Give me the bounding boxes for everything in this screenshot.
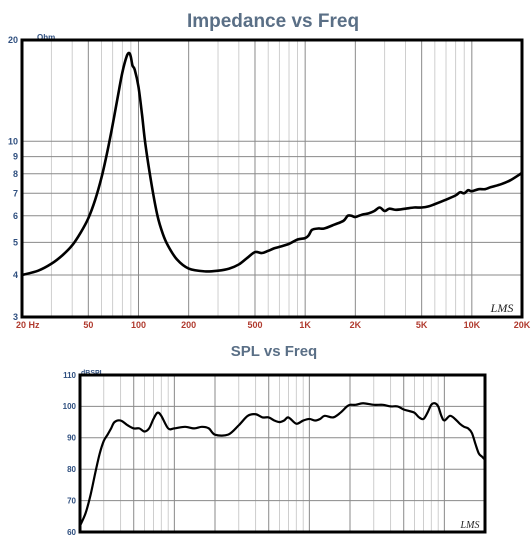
- impedance-grid: [22, 40, 522, 317]
- y-tick-label: 4: [13, 270, 18, 280]
- y-tick-label: 110: [63, 371, 76, 380]
- spl-grid: [80, 375, 485, 532]
- impedance-lms-logo: LMS: [490, 301, 514, 315]
- x-tick-label: 10K: [464, 320, 481, 330]
- y-tick-label: 7: [13, 188, 18, 198]
- y-tick-label: 5: [13, 238, 18, 248]
- y-tick-label: 9: [13, 152, 18, 162]
- impedance-chart-title: Impedance vs Freq: [187, 11, 359, 32]
- x-tick-label: 50: [83, 320, 93, 330]
- x-tick-label: 100: [131, 320, 146, 330]
- spl-y-tick-labels: 60 70 80 90 100 110: [63, 371, 77, 535]
- impedance-unit-label: Ohm: [37, 33, 55, 42]
- x-tick-label: 2K: [350, 320, 362, 330]
- y-tick-label: 6: [13, 211, 18, 221]
- y-tick-label: 20: [8, 35, 18, 45]
- spl-lms-logo: LMS: [460, 520, 480, 531]
- y-tick-label: 3: [13, 312, 18, 322]
- y-tick-label: 100: [63, 402, 77, 411]
- impedance-x-tick-labels: 20 Hz 50 100 200 500 1K 2K 5K 10K 20K: [16, 320, 531, 330]
- spl-chart-title: SPL vs Freq: [231, 343, 317, 360]
- impedance-plot-frame: [20, 38, 524, 319]
- x-tick-label: 500: [247, 320, 262, 330]
- y-tick-label: 8: [13, 169, 18, 179]
- y-tick-label: 70: [67, 496, 76, 505]
- spl-plot-frame: [78, 373, 487, 534]
- x-tick-label: 200: [181, 320, 196, 330]
- y-tick-label: 90: [67, 434, 76, 443]
- impedance-plot-area: [22, 40, 522, 317]
- x-tick-label: 20K: [514, 320, 531, 330]
- x-tick-label: 5K: [416, 320, 428, 330]
- impedance-curve: [21, 51, 523, 277]
- x-tick-label: 20 Hz: [16, 320, 40, 330]
- y-tick-label: 10: [8, 136, 18, 146]
- impedance-chart: Impedance vs Freq Ohm 3 4 5 6 7 8 9 10 20 20 Hz 5…: [8, 11, 531, 330]
- spl-plot-area: [80, 375, 485, 532]
- spl-curve: [78, 402, 486, 527]
- impedance-y-tick-labels: 3 4 5 6 7 8 9 10 20: [8, 35, 18, 322]
- y-tick-label: 80: [67, 465, 76, 474]
- y-tick-label: 60: [67, 528, 76, 535]
- x-tick-label: 1K: [299, 320, 311, 330]
